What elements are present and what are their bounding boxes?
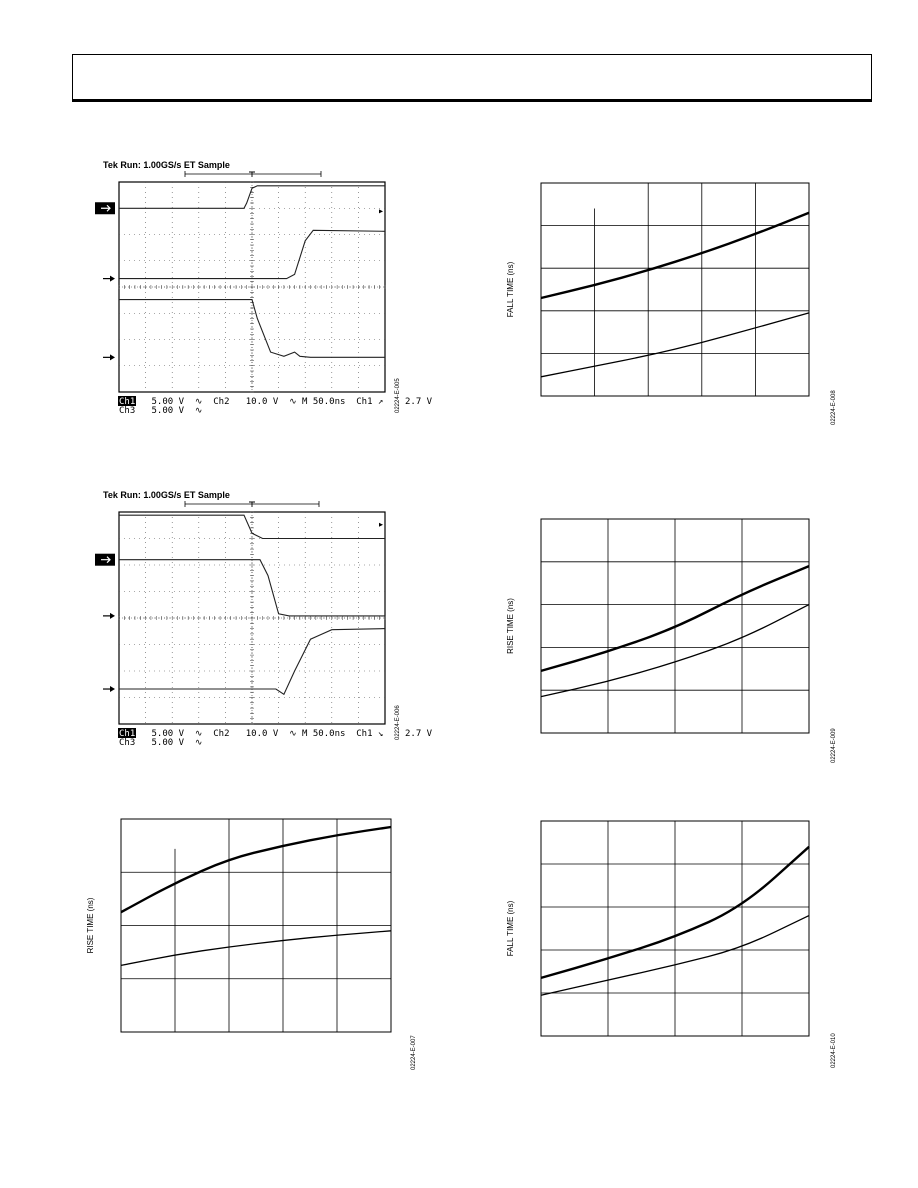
chart-rise-time-right: RISE TIME (ns) 02224-E-009: [495, 508, 840, 778]
trace-ch3: [119, 628, 386, 696]
line-chart: RISE TIME (ns) 02224-E-009: [506, 518, 837, 763]
trigger-level-marker: [379, 522, 383, 527]
figure-code: 02224-E-009: [831, 728, 837, 763]
trace-ch1: [119, 514, 385, 540]
channel-arrow-icon: [110, 612, 115, 619]
series-line-1: [540, 845, 810, 980]
ch1-label-highlight: [118, 396, 136, 406]
trace-ch3: [119, 299, 385, 358]
ch1-label-highlight: [118, 728, 136, 738]
line-chart: RISE TIME (ns) 02224-E-007: [86, 818, 417, 1070]
y-axis-label: RISE TIME (ns): [86, 897, 95, 953]
y-axis-label: FALL TIME (ns): [506, 900, 515, 956]
scope-screen: Tek Run: 1.00GS/s ET Sample Ch1 5.00 V ∿…: [95, 160, 433, 416]
figure-code: 02224-E-006: [395, 705, 401, 740]
trace-ch2: [119, 559, 385, 617]
series-line-2: [120, 930, 392, 967]
series-line-2: [540, 604, 810, 698]
scope-status-line1: Ch1 5.00 V ∿ Ch2 10.0 V ∿ M 50.0ns Ch1 ↗…: [119, 397, 433, 407]
scope-status-line2: Ch3 5.00 V ∿: [119, 406, 202, 416]
channel-arrow-icon: [110, 275, 115, 282]
scope-plot-1: Tek Run: 1.00GS/s ET Sample Ch1 5.00 V ∿…: [95, 158, 433, 428]
scope-title: Tek Run: 1.00GS/s ET Sample: [103, 160, 230, 170]
ch1-highlight-text: Ch1: [119, 397, 135, 407]
trace-ch1: [119, 185, 385, 209]
y-axis-label: FALL TIME (ns): [506, 261, 515, 317]
trigger-position-marker: [249, 501, 255, 507]
figure-code: 02224-E-005: [395, 378, 401, 413]
ch1-highlight-text: Ch1: [119, 729, 135, 739]
trigger-position-marker: [249, 171, 255, 177]
series-line-1: [540, 564, 810, 673]
figure-code: 02224-E-007: [411, 1035, 417, 1070]
scope-plot-2: Tek Run: 1.00GS/s ET Sample Ch1 5.00 V ∿…: [95, 488, 433, 758]
scope-title: Tek Run: 1.00GS/s ET Sample: [103, 490, 230, 500]
y-axis-label: RISE TIME (ns): [506, 598, 515, 654]
figure-code: 02224-E-008: [831, 390, 837, 425]
channel-arrow-icon: [110, 354, 115, 361]
line-chart: FALL TIME (ns) 02224-E-008: [506, 182, 837, 425]
line-chart: FALL TIME (ns) 02224-E-010: [506, 820, 837, 1068]
trigger-level-marker: [379, 209, 383, 214]
scope-status-line2: Ch3 5.00 V ∿: [119, 738, 202, 748]
scope-screen: Tek Run: 1.00GS/s ET Sample Ch1 5.00 V ∿…: [95, 490, 433, 748]
series-line-1: [120, 825, 392, 914]
plot-frame: [540, 182, 810, 397]
channel-arrow-icon: [110, 686, 115, 693]
scope-status-line1: Ch1 5.00 V ∿ Ch2 10.0 V ∿ M 50.0ns Ch1 ↘…: [119, 729, 433, 739]
series-line-2: [540, 312, 810, 378]
figure-code: 02224-E-010: [831, 1033, 837, 1068]
chart-fall-time-top: FALL TIME (ns) 02224-E-008: [495, 170, 840, 440]
series-line-2: [540, 915, 810, 996]
chart-fall-time-bottom-right: FALL TIME (ns) 02224-E-010: [495, 810, 840, 1080]
channel-arrow-icon: [101, 204, 111, 212]
trace-ch2: [119, 229, 386, 280]
chart-rise-time-bottom-left: RISE TIME (ns) 02224-E-007: [75, 808, 420, 1078]
page-header-box: [72, 54, 872, 102]
channel-arrow-icon: [101, 556, 111, 564]
series-line-1: [540, 211, 810, 300]
